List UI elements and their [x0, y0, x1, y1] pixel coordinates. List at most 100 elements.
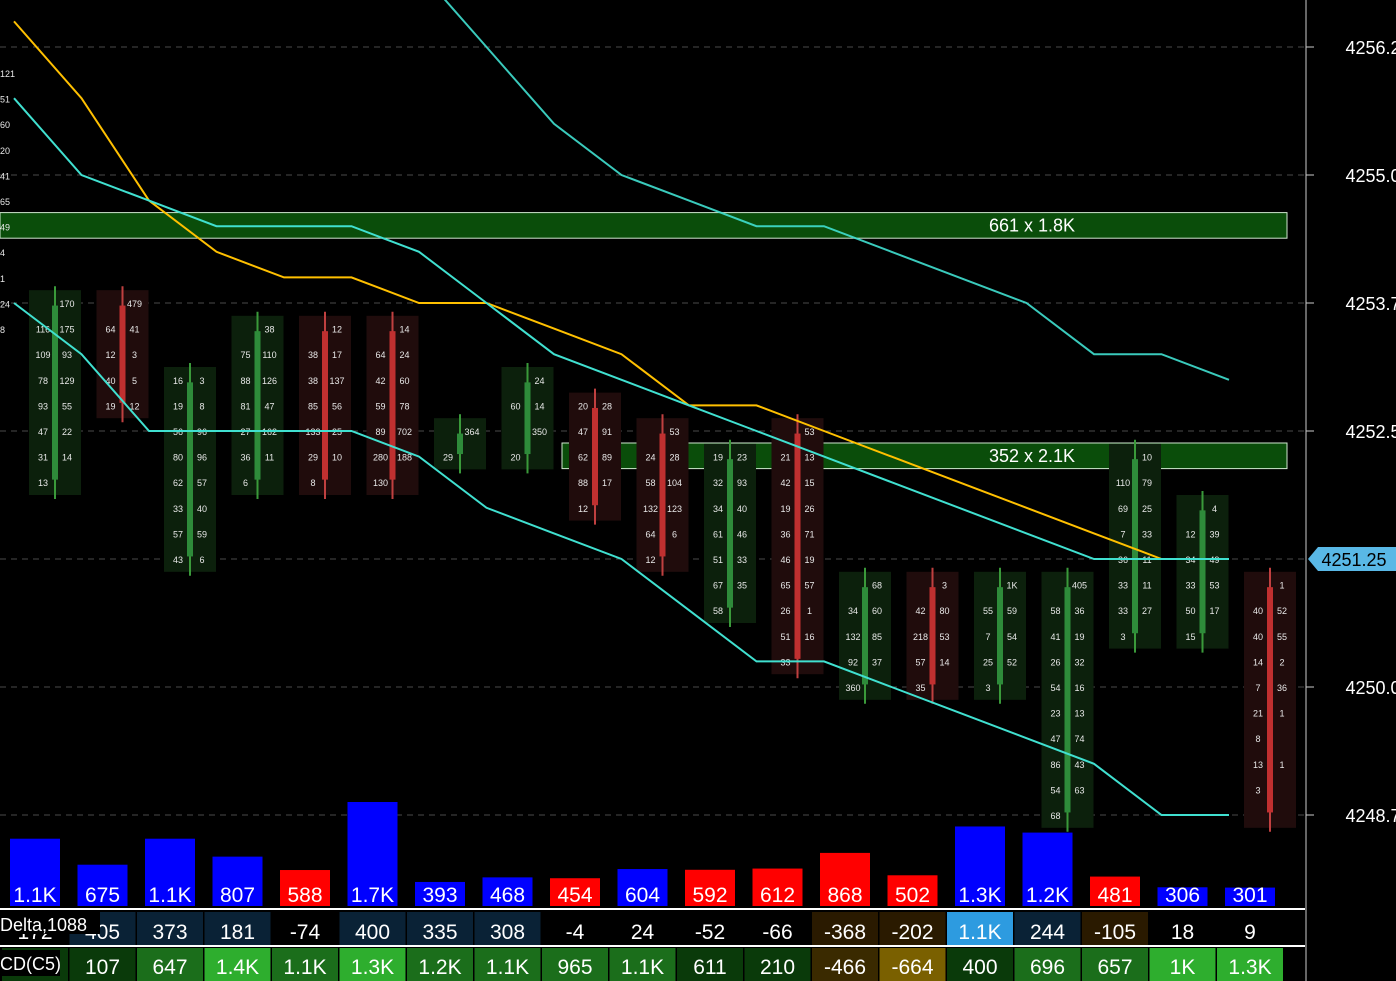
bid-volume: 57 — [173, 529, 183, 539]
bid-volume: 29 — [308, 453, 318, 463]
bid-volume: 3 — [1255, 785, 1260, 795]
bid-volume: 85 — [308, 401, 318, 411]
cd-cell — [542, 948, 608, 981]
volume-bar — [752, 868, 803, 906]
candle-body — [1132, 459, 1138, 634]
bid-volume: 58 — [713, 606, 723, 616]
price-tick-label: 4253.75 — [1345, 294, 1396, 314]
candle-body — [1064, 587, 1071, 813]
cd-value: 611 — [693, 956, 726, 979]
ask-volume: 13 — [804, 453, 814, 463]
cd-value: 965 — [557, 956, 592, 979]
ask-volume: 129 — [59, 376, 74, 386]
cd-cell — [272, 948, 338, 981]
edge-label: 51 — [0, 95, 10, 105]
bid-volume: 64 — [375, 350, 385, 360]
cd-value: 696 — [1030, 956, 1065, 979]
bid-volume: 15 — [1185, 632, 1195, 642]
delta-value: -368 — [824, 921, 866, 944]
edge-label: 41 — [0, 171, 10, 181]
ask-volume: 78 — [399, 401, 409, 411]
delta-cell — [407, 912, 473, 945]
candle-body — [1199, 510, 1206, 634]
cd-value: 210 — [760, 956, 795, 979]
bid-volume: 13 — [1253, 760, 1263, 770]
cd-cell — [137, 948, 203, 981]
ask-volume: 19 — [804, 555, 814, 565]
ask-volume: 123 — [667, 504, 682, 514]
bid-volume: 31 — [38, 453, 48, 463]
ask-volume: 170 — [59, 299, 74, 309]
ask-volume: 55 — [1277, 632, 1287, 642]
delta-cell — [879, 912, 946, 945]
ask-volume: 60 — [872, 606, 882, 616]
delta-cell — [272, 912, 338, 945]
ask-volume: 37 — [872, 657, 882, 667]
bid-volume: 26 — [780, 606, 790, 616]
ask-volume: 46 — [737, 529, 747, 539]
delta-value: -4 — [566, 921, 585, 944]
bid-volume: 36 — [240, 453, 250, 463]
bid-volume: 40 — [1253, 606, 1263, 616]
edge-label: 65 — [0, 197, 10, 207]
volume-bar — [10, 838, 60, 906]
cd-value: 1K — [1170, 956, 1196, 979]
ask-volume: 33 — [737, 555, 747, 565]
ask-volume: 405 — [1072, 581, 1087, 591]
bid-volume: 19 — [780, 504, 790, 514]
footprint-candle: 405 58 36 41 19 26 32 54 16 23 13 47 74 86 43 54 63 68 — [1041, 567, 1094, 832]
bid-volume: 89 — [375, 427, 385, 437]
ask-volume: 19 — [1074, 632, 1084, 642]
ask-volume: 14 — [399, 325, 409, 335]
delta-cell — [744, 912, 811, 945]
cd-value: 1.2K — [418, 956, 461, 979]
ask-volume: 14 — [62, 453, 72, 463]
bid-volume: 59 — [375, 401, 385, 411]
edge-label: 24 — [0, 299, 10, 309]
ask-volume: 59 — [197, 529, 207, 539]
ask-volume: 5 — [132, 376, 137, 386]
bid-volume: 25 — [983, 657, 993, 667]
bid-volume: 19 — [713, 453, 723, 463]
bid-volume: 14 — [1253, 657, 1263, 667]
cd-cell — [1014, 948, 1081, 981]
bid-volume: 19 — [173, 401, 183, 411]
volume-bar — [347, 802, 398, 906]
ask-volume: 74 — [1074, 734, 1084, 744]
volume-bar — [685, 869, 735, 906]
ask-volume: 24 — [399, 350, 409, 360]
ask-volume: 23 — [737, 453, 747, 463]
bid-volume: 24 — [645, 453, 655, 463]
ask-volume: 137 — [329, 376, 344, 386]
bid-volume: 81 — [240, 401, 250, 411]
volume-bar — [415, 881, 465, 906]
bid-volume: 3 — [1120, 632, 1125, 642]
ask-volume: 3 — [942, 581, 947, 591]
ask-volume: 59 — [1007, 606, 1017, 616]
ask-volume: 104 — [667, 478, 682, 488]
volume-bar — [955, 826, 1005, 906]
delta-cell — [1082, 912, 1148, 945]
bid-volume: 62 — [173, 478, 183, 488]
volume-label: 604 — [625, 884, 660, 907]
footprint-candle: 14 64 24 42 60 59 78 89 702 280 188 130 — [366, 311, 419, 499]
volume-bar — [212, 856, 263, 906]
ask-volume: 188 — [397, 453, 412, 463]
ask-volume: 350 — [532, 427, 547, 437]
bid-volume: 7 — [1255, 683, 1260, 693]
candle-body — [322, 331, 328, 480]
ask-volume: 11 — [1142, 581, 1151, 591]
delta-cell — [1149, 912, 1216, 945]
ask-volume: 17 — [1209, 606, 1219, 616]
bid-volume: 7 — [1120, 529, 1125, 539]
ask-volume: 52 — [1007, 657, 1017, 667]
ask-volume: 8 — [199, 401, 204, 411]
ask-volume: 38 — [264, 325, 274, 335]
edge-label: 60 — [0, 120, 10, 130]
delta-value: 373 — [152, 921, 187, 944]
